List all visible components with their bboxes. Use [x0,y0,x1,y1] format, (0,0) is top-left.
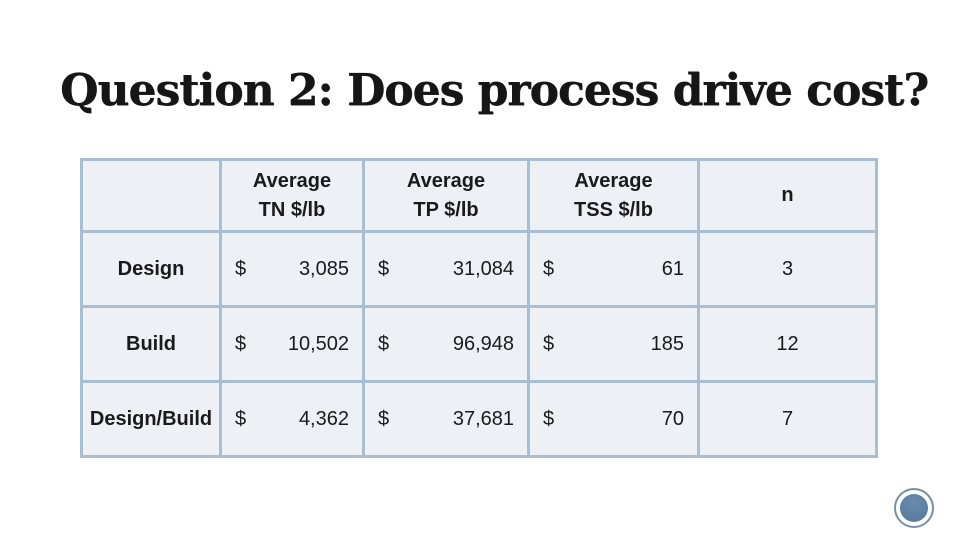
cell-tss: $ 70 [527,380,700,458]
cell-value: 3,085 [298,257,349,280]
slide-decoration-circle [894,488,934,528]
cell-tp: $ 96,948 [362,305,530,383]
cell-tss: $ 185 [527,305,700,383]
cell-value: 70 [661,407,684,430]
row-label: Design/Build [80,380,222,458]
header-text: TSS $/lb [574,198,653,221]
cell-value: 31,084 [452,257,514,280]
slide-title: Question 2: Does process drive cost? [60,65,929,116]
cell-tss: $ 61 [527,230,700,308]
cell-value: 96,948 [452,332,514,355]
cost-comparison-table: Average TN $/lb Average TP $/lb Average … [80,158,878,458]
currency-symbol: $ [378,407,390,430]
slide-decoration-circle-fill [899,493,928,522]
cell-n: 7 [697,380,878,458]
cell-value: 61 [661,257,684,280]
header-text: Average [406,169,486,192]
currency-symbol: $ [235,257,247,280]
header-cell-avg-tss: Average TSS $/lb [527,158,700,233]
header-text: n [781,184,794,206]
table-row-design-build: Design/Build $ 4,362 $ 37,681 $ [80,380,878,458]
header-cell-n: n [697,158,878,233]
currency-symbol: $ [378,332,390,355]
header-cell-avg-tn: Average TN $/lb [219,158,365,233]
currency-symbol: $ [235,332,247,355]
cell-value: 10,502 [287,332,349,355]
header-cell-avg-tp: Average TP $/lb [362,158,530,233]
header-cell-empty [80,158,222,233]
row-label: Design [80,230,222,308]
header-text: Average [252,169,332,192]
header-text: TP $/lb [413,198,479,221]
table-row-design: Design $ 3,085 $ 31,084 $ 61 [80,230,878,308]
currency-symbol: $ [543,257,555,280]
cell-tp: $ 31,084 [362,230,530,308]
cell-tp: $ 37,681 [362,380,530,458]
cell-n: 3 [697,230,878,308]
cell-n: 12 [697,305,878,383]
row-label: Build [80,305,222,383]
currency-symbol: $ [235,407,247,430]
currency-symbol: $ [543,407,555,430]
cell-tn: $ 3,085 [219,230,365,308]
cell-tn: $ 10,502 [219,305,365,383]
cell-value: 37,681 [452,407,514,430]
currency-symbol: $ [543,332,555,355]
currency-symbol: $ [378,257,390,280]
table-header-row: Average TN $/lb Average TP $/lb Average … [80,158,878,233]
header-text: Average [574,169,653,192]
cell-tn: $ 4,362 [219,380,365,458]
cell-value: 185 [650,332,684,355]
header-text: TN $/lb [258,198,326,221]
table-row-build: Build $ 10,502 $ 96,948 $ 18 [80,305,878,383]
cell-value: 4,362 [298,407,349,430]
